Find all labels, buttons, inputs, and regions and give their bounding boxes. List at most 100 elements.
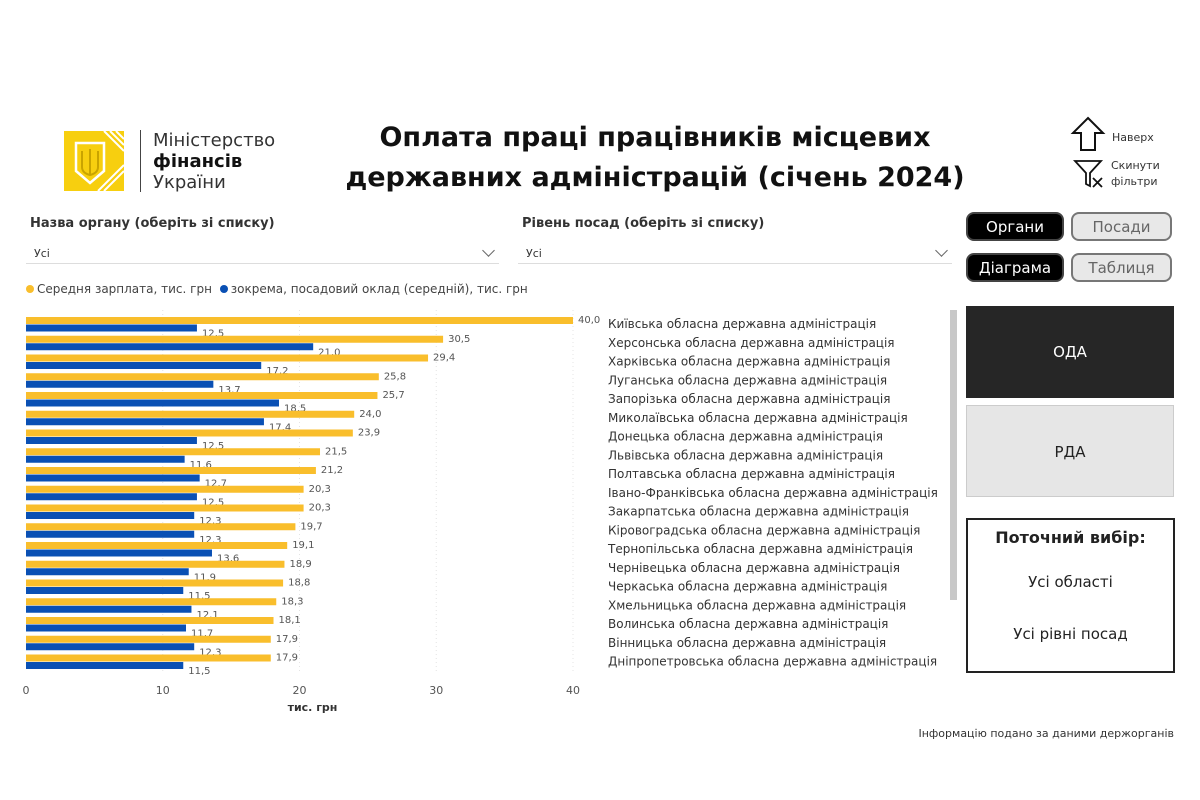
title-line-2: державних адміністрацій (січень 2024): [345, 162, 965, 193]
bar-base-salary: [26, 380, 214, 388]
data-label: 12,7: [205, 479, 227, 490]
category-label: Тернопільська обласна державна адміністр…: [607, 542, 913, 556]
category-label: Полтавська обласна державна адміністраці…: [608, 467, 895, 481]
reset-label-2: фільтри: [1111, 175, 1158, 188]
reset-label-1: Скинути: [1111, 159, 1160, 172]
legend-dot-base: [219, 285, 228, 293]
data-label: 17,4: [269, 422, 291, 433]
x-tick-label: 10: [156, 684, 170, 697]
data-label: 11,9: [194, 572, 216, 583]
category-label: Хмельницька обласна державна адміністрац…: [608, 598, 906, 612]
category-label: Харківська обласна державна адміністраці…: [608, 355, 890, 369]
category-label: Кіровоградська обласна державна адмініст…: [608, 523, 920, 537]
body-filter-value: Усі: [34, 247, 50, 260]
data-label: 11,5: [188, 591, 210, 602]
back-to-top-button[interactable]: Наверх: [1070, 116, 1154, 156]
bar-base-salary: [26, 605, 192, 613]
data-label: 18,9: [289, 559, 311, 570]
bar-chart: 0 10 20 30 40 тис. грн 40,0 12,5 Київська обласн…: [23, 310, 938, 714]
footer-note: Інформацію подано за даними держорганів: [918, 727, 1174, 740]
bar-base-salary: [26, 549, 212, 557]
data-label: 24,0: [359, 409, 381, 420]
toggle-positions[interactable]: Посади: [1071, 212, 1172, 241]
bar-base-salary: [26, 662, 184, 669]
bar-average-salary: [26, 504, 304, 512]
data-label: 11,5: [188, 666, 210, 677]
data-label: 12,5: [202, 497, 224, 508]
reset-filters-button[interactable]: Скинути фільтри: [1072, 158, 1160, 194]
data-label: 11,7: [191, 629, 213, 640]
bar-base-salary: [26, 474, 200, 482]
bar-base-salary: [26, 437, 197, 444]
data-label: 17,9: [276, 653, 298, 664]
bar-average-salary: [26, 579, 284, 587]
page-title: Оплата праці працівників місцевих держав…: [330, 118, 980, 198]
data-label: 40,0: [578, 315, 600, 326]
bar-base-salary: [26, 643, 195, 651]
data-label: 20,3: [309, 484, 331, 495]
level-filter-label: Рівень посад (оберіть зі списку): [522, 216, 765, 231]
legend-avg: Середня зарплата, тис. грн: [37, 282, 212, 296]
category-label: Чернівецька обласна державна адміністрац…: [608, 561, 900, 575]
category-label: Донецька обласна державна адміністрація: [608, 430, 883, 444]
bar-average-salary: [26, 635, 271, 643]
bar-base-salary: [26, 530, 195, 538]
bar-average-salary: [26, 654, 271, 662]
data-label: 29,4: [433, 353, 455, 364]
arrow-up-icon: [1070, 116, 1106, 151]
bar-average-salary: [26, 429, 353, 437]
chart-scrollbar[interactable]: [950, 310, 957, 600]
data-label: 17,9: [276, 634, 298, 645]
level-filter-select[interactable]: Усі: [518, 240, 952, 264]
data-label: 19,1: [292, 540, 314, 551]
data-label: 18,3: [281, 596, 303, 607]
x-tick-label: 40: [566, 684, 580, 697]
data-label: 25,8: [384, 371, 406, 382]
bar-base-salary: [26, 399, 279, 407]
data-label: 30,5: [448, 334, 470, 345]
category-label: Івано-Франківська обласна державна адмін…: [608, 486, 938, 500]
level-filter-value: Усі: [526, 247, 542, 260]
logo-line-3: України: [153, 172, 226, 193]
data-label: 12,1: [196, 610, 218, 621]
category-label: Дніпропетровська обласна державна адміні…: [608, 655, 937, 669]
bar-average-salary: [26, 335, 444, 343]
bar-average-salary: [26, 485, 304, 493]
bar-base-salary: [26, 624, 186, 632]
bar-average-salary: [26, 448, 321, 456]
bar-base-salary: [26, 493, 197, 501]
data-label: 12,3: [199, 647, 221, 658]
category-label: Черкаська обласна державна адміністрація: [608, 580, 887, 594]
bar-base-salary: [26, 512, 195, 519]
body-filter-select[interactable]: Усі: [26, 240, 499, 264]
chevron-down-icon: [935, 244, 948, 257]
logo-line-2: фінансів: [153, 151, 243, 172]
data-label: 18,1: [279, 615, 301, 626]
current-selection-panel: Поточний вибір: Усі області Усі рівні по…: [966, 518, 1175, 673]
category-label: Херсонська обласна державна адміністраці…: [608, 336, 895, 350]
x-axis-label: тис. грн: [288, 701, 338, 714]
tile-rda[interactable]: РДА: [966, 405, 1174, 497]
trident-icon: [74, 130, 125, 192]
bar-average-salary: [26, 354, 429, 362]
tile-oda[interactable]: ОДА: [966, 306, 1174, 398]
bar-base-salary: [26, 568, 189, 576]
data-label: 17,2: [266, 366, 288, 377]
bar-average-salary: [26, 523, 296, 531]
toggle-diagram[interactable]: Діаграма: [966, 253, 1064, 282]
current-selection-title: Поточний вибір:: [995, 528, 1146, 547]
x-tick-label: 20: [293, 684, 307, 697]
toggle-organs[interactable]: Органи: [966, 212, 1064, 241]
body-filter-label: Назва органу (оберіть зі списку): [30, 216, 275, 231]
ministry-logo-text: Міністерство фінансів України: [153, 130, 275, 193]
bar-average-salary: [26, 598, 277, 606]
current-regions: Усі області: [1028, 573, 1113, 591]
toggle-table[interactable]: Таблиця: [1071, 253, 1172, 282]
category-label: Закарпатська обласна державна адміністра…: [608, 505, 909, 519]
bar-average-salary: [26, 542, 288, 549]
bar-base-salary: [26, 455, 185, 463]
legend-dot-avg: [26, 285, 34, 293]
data-label: 19,7: [300, 521, 322, 532]
bar-average-salary: [26, 392, 378, 399]
back-to-top-label: Наверх: [1112, 131, 1154, 144]
